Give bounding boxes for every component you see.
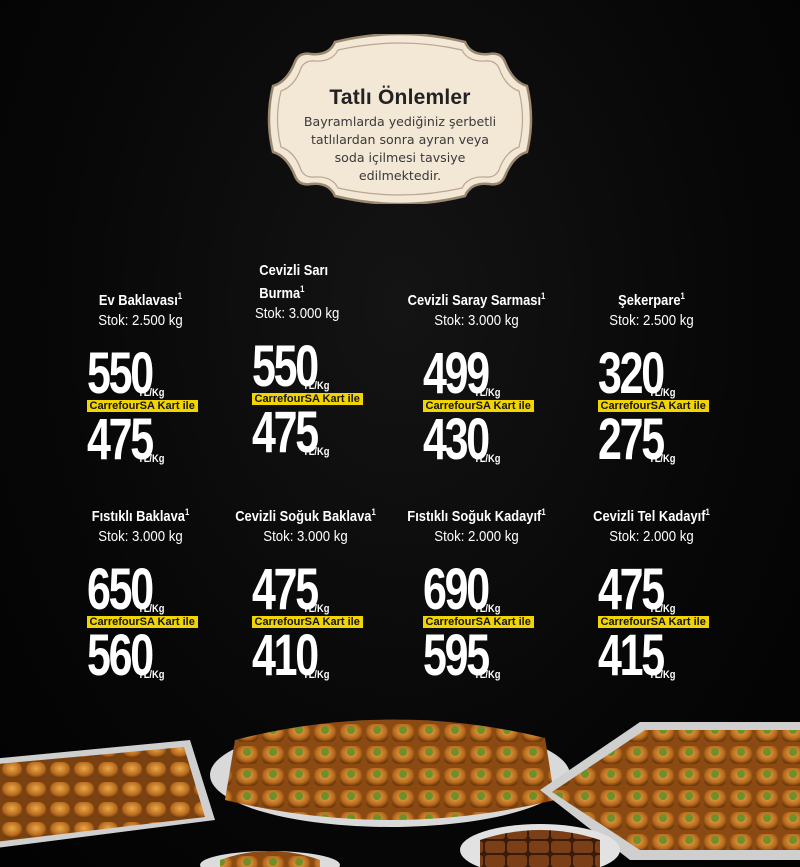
product-item: Şekerpare1 Stok: 2.500 kg 320 TL/Kg Carrefou… [564,287,739,469]
price-block: 550 TL/Kg CarrefourSA Kart ile 475 TL/Kg [81,341,201,469]
price-block: 650 TL/Kg CarrefourSA Kart ile 560 TL/Kg [81,557,201,685]
card-price: 430 [422,407,490,472]
product-item: Cevizli Saray Sarması1 Stok: 3.000 kg 499 T… [389,287,564,469]
price-block: 475 TL/Kg CarrefourSA Kart ile 410 TL/Kg [246,557,366,685]
card-price-unit: TL/Kg [302,669,329,681]
product-item: Cevizli Tel Kadayıf1 Stok: 2.000 kg 475 TL/… [564,503,739,685]
card-price-unit: TL/Kg [137,669,164,681]
card-badge: CarrefourSA Kart ile [422,400,534,412]
card-price: 560 [86,623,154,688]
card-price-unit: TL/Kg [648,669,675,681]
product-name: Cevizli Tel Kadayıf1 [593,507,710,525]
stock-label: Stok: 3.000 kg [263,528,348,545]
card-badge: CarrefourSA Kart ile [597,616,709,628]
price-unit: TL/Kg [302,603,329,615]
stock-label: Stok: 2.000 kg [434,528,519,545]
card-price: 475 [251,400,319,465]
product-item: Ev Baklavası1 Stok: 2.500 kg 550 TL/Kg Carre… [53,287,228,469]
regular-price: 475 [597,557,665,622]
card-badge: CarrefourSA Kart ile [86,616,198,628]
card-price-unit: TL/Kg [302,446,329,458]
price-block: 690 TL/Kg CarrefourSA Kart ile 595 TL/Kg [417,557,537,685]
regular-price: 650 [86,557,154,622]
price-unit: TL/Kg [473,603,500,615]
ornate-frame [267,34,533,204]
note-title: Tatlı Önlemler [329,86,471,109]
card-price: 475 [86,407,154,472]
product-item: Fıstıklı Soğuk Kadayıf1 Stok: 2.000 kg 690… [389,503,564,685]
card-badge: CarrefourSA Kart ile [86,400,198,412]
tip-note: Tatlı Önlemler Bayramlarda yediğiniz şer… [265,34,535,204]
price-block: 550 TL/Kg CarrefourSA Kart ile 475 TL/Kg [246,334,366,462]
card-badge: CarrefourSA Kart ile [597,400,709,412]
card-price: 410 [251,623,319,688]
product-name: Cevizli Saray Sarması1 [407,291,546,309]
price-unit: TL/Kg [648,387,675,399]
price-unit: TL/Kg [137,603,164,615]
stock-label: Stok: 2.500 kg [98,312,183,329]
card-price: 595 [422,623,490,688]
card-price: 415 [597,623,665,688]
card-price-unit: TL/Kg [473,669,500,681]
product-name: Şekerpare1 [618,291,685,309]
product-name: Cevizli Soğuk Baklava1 [235,507,376,525]
regular-price: 690 [422,557,490,622]
price-block: 475 TL/Kg CarrefourSA Kart ile 415 TL/Kg [592,557,712,685]
stock-label: Stok: 3.000 kg [254,305,340,322]
card-badge: CarrefourSA Kart ile [422,616,534,628]
card-price-unit: TL/Kg [473,453,500,465]
product-name: Cevizli Sarı Burma1 [259,262,329,302]
baklava-trays-image [0,719,800,867]
regular-price: 550 [251,334,319,399]
price-unit: TL/Kg [648,603,675,615]
product-item: Cevizli Soğuk Baklava1 Stok: 3.000 kg 475 T… [218,503,393,685]
product-name: Ev Baklavası1 [98,291,183,309]
stock-label: Stok: 3.000 kg [434,312,519,329]
regular-price: 550 [86,341,154,406]
stock-label: Stok: 2.000 kg [609,528,694,545]
card-price-unit: TL/Kg [137,453,164,465]
product-name: Fıstıklı Baklava1 [91,507,190,525]
regular-price: 320 [597,341,665,406]
note-body: Bayramlarda yediğiniz şerbetli tatlılard… [303,114,497,183]
card-badge: CarrefourSA Kart ile [251,616,363,628]
stock-label: Stok: 3.000 kg [98,528,183,545]
product-item: Fıstıklı Baklava1 Stok: 3.000 kg 650 TL/Kg C… [53,503,228,685]
price-unit: TL/Kg [137,387,164,399]
regular-price: 475 [251,557,319,622]
price-block: 320 TL/Kg CarrefourSA Kart ile 275 TL/Kg [592,341,712,469]
card-price-unit: TL/Kg [648,453,675,465]
regular-price: 499 [422,341,490,406]
card-price: 275 [597,407,665,472]
price-unit: TL/Kg [302,380,329,392]
product-name: Fıstıklı Soğuk Kadayıf1 [407,507,546,525]
price-block: 499 TL/Kg CarrefourSA Kart ile 430 TL/Kg [417,341,537,469]
price-unit: TL/Kg [473,387,500,399]
product-item: Cevizli Sarı Burma1 Stok: 3.000 kg 550 TL/Kg… [218,261,393,462]
card-badge: CarrefourSA Kart ile [251,393,363,405]
stock-label: Stok: 2.500 kg [609,312,694,329]
